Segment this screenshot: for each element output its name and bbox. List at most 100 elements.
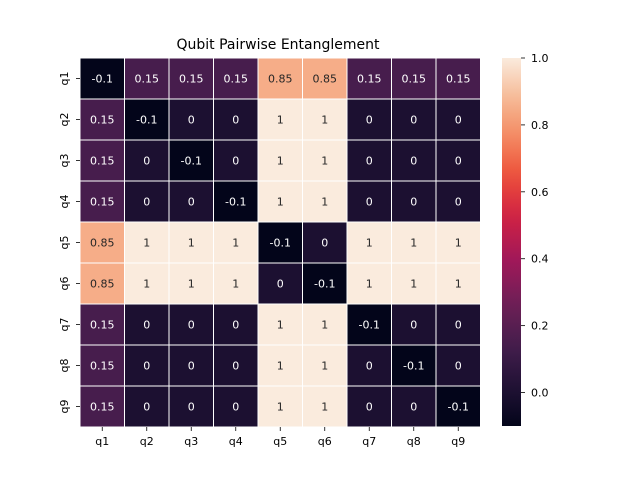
heatmap-cell-q2-q8 xyxy=(391,98,437,141)
cell-value-label: 0 xyxy=(143,401,150,414)
cell-value-label: 1 xyxy=(277,114,284,127)
cell-value-label: 0 xyxy=(321,237,328,250)
y-axis-ticks: q1 q2 q3 q4 q5 q6 q7 q8 q9 xyxy=(58,72,80,414)
heatmap-cell-q7-q5 xyxy=(257,303,303,346)
heatmap-cell-q3-q2 xyxy=(124,139,170,182)
cell-value-label: 1 xyxy=(143,237,150,250)
cell-value-label: -0.1 xyxy=(359,319,380,332)
y-tick-label-q9: q9 xyxy=(58,400,71,414)
cell-value-label: 1 xyxy=(188,278,195,291)
heatmap-cell-q3-q1 xyxy=(79,139,125,182)
heatmap-cell-q4-q4 xyxy=(213,180,259,223)
heatmap-cell-q9-q9 xyxy=(435,385,481,428)
cell-value-label: 1 xyxy=(232,237,239,250)
heatmap-cell-q6-q1 xyxy=(79,262,125,305)
cell-value-label: 0 xyxy=(410,401,417,414)
x-tick-label-q1: q1 xyxy=(95,435,109,448)
cell-value-label: 0 xyxy=(188,114,195,127)
heatmap-cell-q8-q7 xyxy=(346,344,392,387)
cell-value-label: 0.15 xyxy=(90,319,115,332)
y-tick-label-q3: q3 xyxy=(58,154,71,168)
cell-value-label: 0 xyxy=(232,360,239,373)
cell-value-label: 1 xyxy=(366,237,373,250)
heatmap-cell-q9-q3 xyxy=(168,385,214,428)
cell-value-label: 1 xyxy=(321,155,328,168)
colorbar-tick-label: 1.0 xyxy=(531,52,549,65)
heatmap-cell-q4-q2 xyxy=(124,180,170,223)
cell-value-label: -0.1 xyxy=(181,155,202,168)
y-tick-label-q1: q1 xyxy=(58,72,71,86)
heatmap-cell-q9-q7 xyxy=(346,385,392,428)
heatmap-cell-q6-q2 xyxy=(124,262,170,305)
x-tick-label-q5: q5 xyxy=(273,435,287,448)
cell-value-label: 1 xyxy=(232,278,239,291)
cell-value-label: -0.1 xyxy=(314,278,335,291)
heatmap-cell-q5-q9 xyxy=(435,221,481,264)
y-tick-label-q8: q8 xyxy=(58,359,71,373)
heatmap-cell-q5-q6 xyxy=(302,221,348,264)
x-axis-ticks: q1 q2 q3 q4 q5 q6 q7 q8 q9 xyxy=(95,427,465,448)
cell-value-label: 0.85 xyxy=(90,237,115,250)
heatmap-cell-q8-q5 xyxy=(257,344,303,387)
heatmap-cells xyxy=(79,57,481,428)
cell-value-labels: -0.1 0.15 0.15 0.15 0.85 0.85 0.15 0.15 0.15 0.15… xyxy=(90,73,471,414)
heatmap-cell-q6-q5 xyxy=(257,262,303,305)
cell-value-label: -0.1 xyxy=(448,401,469,414)
cell-value-label: 0 xyxy=(455,196,462,209)
cell-value-label: 0 xyxy=(455,155,462,168)
cell-value-label: 0.15 xyxy=(90,196,115,209)
cell-value-label: 0 xyxy=(410,319,417,332)
heatmap-cell-q7-q7 xyxy=(346,303,392,346)
heatmap-cell-q7-q2 xyxy=(124,303,170,346)
cell-value-label: 0.15 xyxy=(224,73,249,86)
cell-value-label: 1 xyxy=(277,319,284,332)
heatmap-cell-q4-q9 xyxy=(435,180,481,223)
cell-value-label: 0 xyxy=(232,401,239,414)
heatmap-cell-q2-q3 xyxy=(168,98,214,141)
x-tick-label-q8: q8 xyxy=(407,435,421,448)
cell-value-label: 0 xyxy=(366,155,373,168)
colorbar-tick-label: 0.2 xyxy=(531,320,549,333)
heatmap-cell-q3-q9 xyxy=(435,139,481,182)
heatmap-cell-q3-q3 xyxy=(168,139,214,182)
cell-value-label: 1 xyxy=(321,319,328,332)
cell-value-label: 0.15 xyxy=(90,114,115,127)
cell-value-label: 0 xyxy=(366,196,373,209)
cell-value-label: 1 xyxy=(277,155,284,168)
cell-value-label: 1 xyxy=(455,278,462,291)
x-tick-label-q2: q2 xyxy=(140,435,154,448)
colorbar xyxy=(502,58,521,426)
cell-value-label: 0.15 xyxy=(446,73,471,86)
cell-value-label: 1 xyxy=(321,401,328,414)
heatmap-cell-q6-q6 xyxy=(302,262,348,305)
chart-title: Qubit Pairwise Entanglement xyxy=(176,37,380,53)
x-tick-label-q4: q4 xyxy=(229,435,243,448)
cell-value-label: 0.15 xyxy=(179,73,204,86)
cell-value-label: 0.15 xyxy=(90,401,115,414)
heatmap-cell-q8-q1 xyxy=(79,344,125,387)
heatmap-cell-q9-q5 xyxy=(257,385,303,428)
cell-value-label: 0 xyxy=(188,401,195,414)
cell-value-label: 0 xyxy=(188,319,195,332)
heatmap-cell-q3-q5 xyxy=(257,139,303,182)
heatmap-cell-q9-q4 xyxy=(213,385,259,428)
cell-value-label: 0.15 xyxy=(357,73,382,86)
heatmap-cell-q5-q1 xyxy=(79,221,125,264)
heatmap-cell-q7-q1 xyxy=(79,303,125,346)
cell-value-label: 0 xyxy=(455,360,462,373)
cell-value-label: 0 xyxy=(455,114,462,127)
heatmap-cell-q6-q9 xyxy=(435,262,481,305)
heatmap-cell-q4-q1 xyxy=(79,180,125,223)
cell-value-label: 0.15 xyxy=(90,155,115,168)
cell-value-label: 1 xyxy=(188,237,195,250)
cell-value-label: 0 xyxy=(232,114,239,127)
cell-value-label: 0 xyxy=(143,319,150,332)
cell-value-label: 0 xyxy=(143,196,150,209)
cell-value-label: 1 xyxy=(321,196,328,209)
heatmap-cell-q5-q3 xyxy=(168,221,214,264)
cell-value-label: 1 xyxy=(321,360,328,373)
cell-value-label: 0 xyxy=(143,155,150,168)
y-tick-label-q2: q2 xyxy=(58,113,71,127)
cell-value-label: 1 xyxy=(277,196,284,209)
